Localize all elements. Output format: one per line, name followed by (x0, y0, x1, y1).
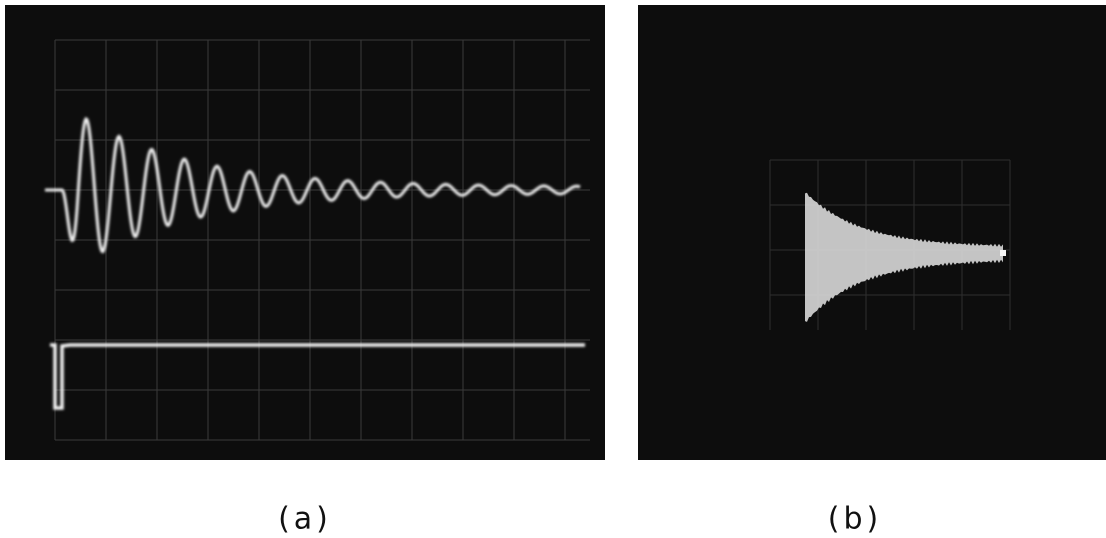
panel-label: (b) (828, 502, 882, 537)
scope-screen (5, 5, 605, 460)
panel-label: (a) (278, 502, 332, 537)
panel-a (5, 5, 605, 460)
panel-b (638, 5, 1106, 460)
figure: (a) (b) (0, 0, 1106, 538)
